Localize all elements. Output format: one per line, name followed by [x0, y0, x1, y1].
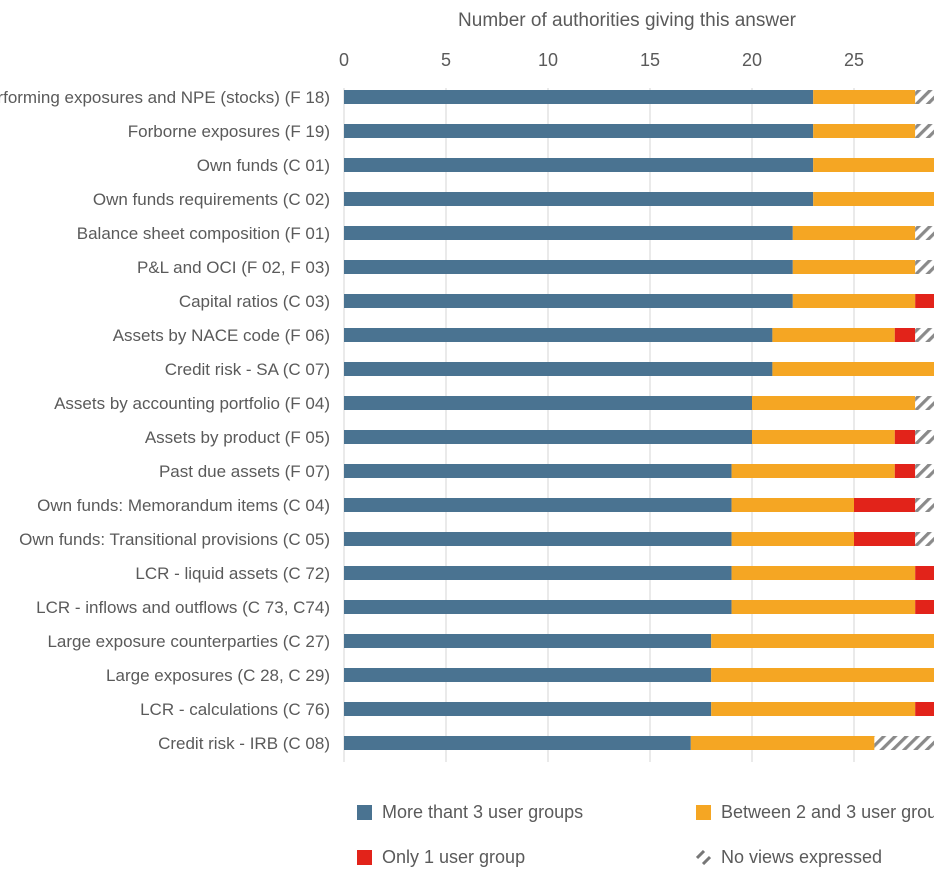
bar-segment-more-than-3: [344, 668, 712, 682]
bar-segment-between-2-and-3: [792, 260, 916, 274]
category-label: LCR - calculations (C 76): [140, 700, 330, 719]
bar-segment-between-2-and-3: [813, 90, 916, 104]
bar-segment-more-than-3: [344, 634, 712, 648]
bar-segment-no-views: [915, 532, 934, 546]
category-label: P&L and OCI (F 02, F 03): [137, 258, 330, 277]
tick-label: 5: [441, 50, 451, 70]
category-label: Past due assets (F 07): [159, 462, 330, 481]
bar-segment-more-than-3: [344, 294, 793, 308]
bar-segment-no-views: [915, 260, 934, 274]
bar-segment-only-1: [894, 464, 916, 478]
bar-segment-more-than-3: [344, 600, 732, 614]
category-label: Capital ratios (C 03): [179, 292, 330, 311]
bar-segment-no-views: [915, 328, 934, 342]
bar-segment-between-2-and-3: [772, 328, 895, 342]
bar-segment-no-views: [915, 430, 934, 444]
bar-segment-only-1: [915, 702, 934, 716]
bar-segment-between-2-and-3: [792, 226, 916, 240]
bar-segment-only-1: [915, 600, 934, 614]
bar-segment-more-than-3: [344, 566, 732, 580]
tick-label: 10: [538, 50, 558, 70]
bar-segment-no-views: [915, 124, 934, 138]
bar-segment-more-than-3: [344, 226, 793, 240]
category-label: Assets by NACE code (F 06): [113, 326, 330, 345]
category-label: LCR - inflows and outflows (C 73, C74): [36, 598, 330, 617]
bar-segment-between-2-and-3: [813, 192, 934, 206]
bar-segment-only-1: [894, 430, 916, 444]
bar-segment-more-than-3: [344, 464, 732, 478]
bar-segment-more-than-3: [344, 90, 814, 104]
bar-segment-more-than-3: [344, 532, 732, 546]
bar-segment-more-than-3: [344, 124, 814, 138]
tick-label: 20: [742, 50, 762, 70]
bar-segment-no-views: [915, 226, 934, 240]
category-label: Own funds (C 01): [197, 156, 330, 175]
category-label: Performing exposures and NPE (stocks) (F…: [0, 88, 330, 107]
bar-segment-more-than-3: [344, 158, 814, 172]
tick-label: 25: [844, 50, 864, 70]
bar-segment-between-2-and-3: [711, 668, 934, 682]
bar-segment-no-views: [915, 464, 934, 478]
bar-segment-between-2-and-3: [711, 702, 916, 716]
category-label: Credit risk - SA (C 07): [165, 360, 330, 379]
bar-segment-no-views: [915, 90, 934, 104]
bar-segment-between-2-and-3: [731, 600, 916, 614]
bar-segment-only-1: [854, 498, 916, 512]
bar-segment-more-than-3: [344, 736, 691, 750]
bar-segment-more-than-3: [344, 430, 752, 444]
bar-segment-no-views: [915, 498, 934, 512]
bar-segment-between-2-and-3: [731, 566, 916, 580]
bar-segment-more-than-3: [344, 396, 752, 410]
category-label: Balance sheet composition (F 01): [77, 224, 330, 243]
bars: [344, 90, 934, 750]
category-label: Large exposure counterparties (C 27): [47, 632, 330, 651]
bar-segment-more-than-3: [344, 260, 793, 274]
bar-segment-between-2-and-3: [752, 396, 916, 410]
bar-segment-only-1: [915, 566, 934, 580]
bar-segment-more-than-3: [344, 192, 814, 206]
category-label: Own funds: Memorandum items (C 04): [37, 496, 330, 515]
bar-segment-between-2-and-3: [731, 498, 854, 512]
category-label: Assets by accounting portfolio (F 04): [54, 394, 330, 413]
bar-segment-between-2-and-3: [731, 464, 895, 478]
bar-segment-between-2-and-3: [752, 430, 895, 444]
tick-label: 0: [339, 50, 349, 70]
bar-segment-between-2-and-3: [711, 634, 934, 648]
category-label: Own funds: Transitional provisions (C 05…: [19, 530, 330, 549]
bar-segment-more-than-3: [344, 498, 732, 512]
category-label: Forborne exposures (F 19): [128, 122, 330, 141]
category-label: Credit risk - IRB (C 08): [158, 734, 330, 753]
bar-segment-no-views: [874, 736, 934, 750]
bar-segment-only-1: [915, 294, 934, 308]
bar-segment-between-2-and-3: [813, 124, 916, 138]
category-label: Assets by product (F 05): [145, 428, 330, 447]
bar-segment-between-2-and-3: [792, 294, 916, 308]
bar-segment-only-1: [854, 532, 916, 546]
tick-label: 15: [640, 50, 660, 70]
category-label: LCR - liquid assets (C 72): [135, 564, 330, 583]
category-label: Own funds requirements (C 02): [93, 190, 330, 209]
bar-segment-between-2-and-3: [731, 532, 854, 546]
bar-segment-no-views: [915, 396, 934, 410]
bar-segment-between-2-and-3: [813, 158, 934, 172]
bar-segment-more-than-3: [344, 328, 773, 342]
bar-segment-between-2-and-3: [690, 736, 875, 750]
axis-title: Number of authorities giving this answer: [458, 10, 797, 31]
bar-segment-more-than-3: [344, 362, 773, 376]
bar-segment-between-2-and-3: [772, 362, 934, 376]
bar-segment-more-than-3: [344, 702, 712, 716]
category-labels: Performing exposures and NPE (stocks) (F…: [0, 88, 330, 753]
category-label: Large exposures (C 28, C 29): [106, 666, 330, 685]
bar-segment-only-1: [894, 328, 916, 342]
